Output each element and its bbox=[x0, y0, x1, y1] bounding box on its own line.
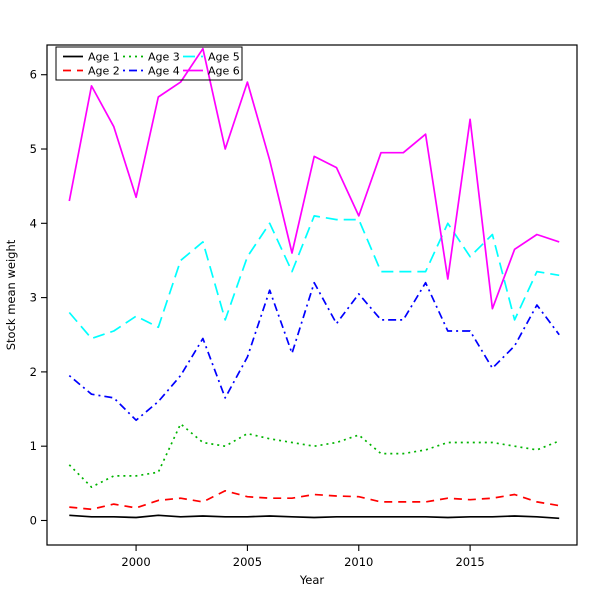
series-line-age-2 bbox=[69, 489, 560, 511]
legend-label-age-4: Age 4 bbox=[148, 65, 180, 78]
legend-label-age-1: Age 1 bbox=[88, 51, 120, 64]
series-line-age-3 bbox=[68, 423, 560, 488]
y-tick-label: 4 bbox=[30, 216, 37, 230]
y-axis-title: Stock mean weight bbox=[4, 239, 18, 350]
y-tick-label: 1 bbox=[30, 439, 37, 453]
x-tick-label: 2000 bbox=[121, 555, 150, 569]
x-tick-label: 2005 bbox=[233, 555, 262, 569]
y-tick-label: 2 bbox=[30, 365, 37, 379]
y-tick-label: 5 bbox=[30, 142, 37, 156]
y-tick-label: 0 bbox=[30, 513, 37, 527]
series-line-age-6 bbox=[68, 47, 560, 310]
series-line-age-1 bbox=[69, 514, 560, 520]
legend-label-age-2: Age 2 bbox=[88, 65, 120, 78]
legend-label-age-5: Age 5 bbox=[208, 51, 240, 64]
x-tick-label: 2010 bbox=[344, 555, 373, 569]
x-axis-title: Year bbox=[299, 573, 325, 587]
y-tick-label: 3 bbox=[30, 291, 37, 305]
plot-box bbox=[46, 44, 578, 546]
series-line-age-5 bbox=[68, 215, 560, 340]
legend-label-age-3: Age 3 bbox=[148, 51, 180, 64]
legend-box bbox=[55, 46, 243, 81]
legend-label-age-6: Age 6 bbox=[208, 65, 240, 78]
series-line-age-4 bbox=[68, 281, 560, 422]
x-tick-label: 2015 bbox=[455, 555, 484, 569]
y-tick-label: 6 bbox=[30, 68, 37, 82]
